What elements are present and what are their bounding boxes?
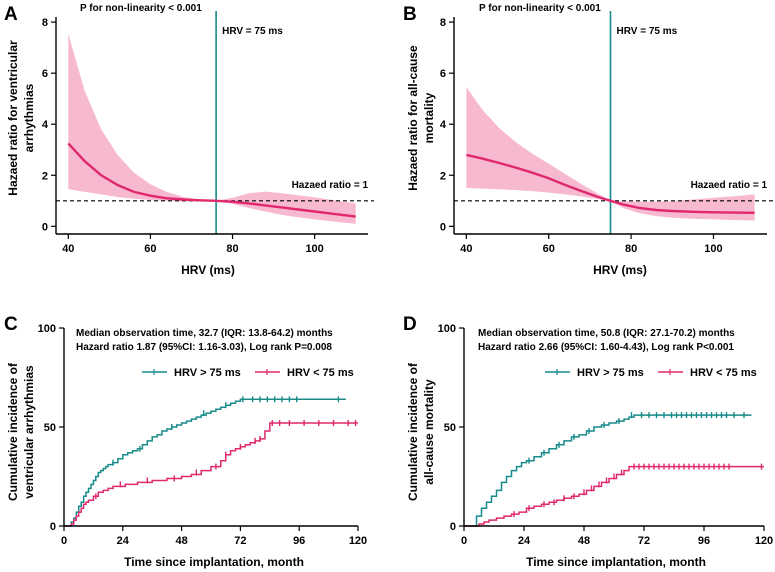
cumulative-incidence-plot-c: 0 50 100 0 24 48 72 96 120	[38, 323, 368, 547]
x-tick-label: 120	[755, 535, 773, 547]
y-tick-label: 0	[42, 221, 48, 233]
y-tick-label: 50	[44, 422, 56, 434]
x-tick-label: 40	[62, 243, 74, 255]
km-annotation-d-line2: Hazard ratio 2.66 (95%CI: 1.60-4.43), Lo…	[478, 342, 734, 353]
x-tick-label: 80	[625, 243, 637, 255]
y-tick-label: 4	[42, 119, 49, 131]
y-tick-label: 6	[42, 68, 48, 80]
x-tick-label: 0	[61, 535, 67, 547]
x-tick-label: 60	[543, 243, 555, 255]
x-tick-label: 72	[234, 535, 246, 547]
y-tick-label: 100	[438, 323, 456, 335]
hazard-ratio-plot-a: 0 2 4 6 8 40 60 80 100	[42, 11, 374, 255]
panel-d: D 0 50 100 0 24 48 72 96 120 Median observation …	[403, 314, 773, 569]
y-tick-label: 6	[440, 68, 446, 80]
km-curve-high-hrv	[64, 398, 346, 527]
km-annotation-d-line1: Median observation time, 50.8 (IQR: 27.1…	[478, 328, 735, 339]
panel-letter-d: D	[403, 314, 417, 335]
hazard-ratio-plot-b: 0 2 4 6 8 40 60 80 100	[440, 11, 773, 255]
x-tick-label: 24	[518, 535, 531, 547]
km-annotation-c-line2: Hazard ratio 1.87 (95%CI: 1.16-3.03), Lo…	[76, 342, 332, 353]
panel-letter-c: C	[4, 314, 18, 335]
y-tick-label: 8	[440, 17, 446, 29]
y-axis-title-b-line1: Hazaed ratio for all-cause	[406, 45, 420, 191]
x-axis-title-d: Time since implantation, month	[526, 555, 706, 569]
nonlinearity-annotation-b: P for non-linearity < 0.001	[479, 3, 601, 14]
hline-label-b: Hazaed ratio = 1	[691, 180, 768, 191]
y-axis-title-c-line1: Cumulative incidence of	[6, 362, 20, 501]
vline-label-b: HRV = 75 ms	[617, 26, 678, 37]
x-axis-title-b: HRV (ms)	[593, 263, 647, 277]
legend-label-low-d: HRV < 75 ms	[690, 367, 757, 379]
legend-label-low-c: HRV < 75 ms	[287, 367, 354, 379]
y-tick-label: 4	[440, 119, 447, 131]
km-curve-low-hrv	[464, 465, 764, 527]
cumulative-incidence-plot-d: 0 50 100 0 24 48 72 96 120	[438, 323, 774, 547]
x-tick-label: 72	[638, 535, 650, 547]
x-tick-label: 80	[226, 243, 238, 255]
km-curve-low-hrv	[64, 422, 358, 527]
hazard-ratio-curve	[67, 142, 356, 218]
y-axis-title-d-line1: Cumulative incidence of	[406, 362, 420, 501]
km-annotation-c-line1: Median observation time, 32.7 (IQR: 13.8…	[76, 328, 333, 339]
x-tick-label: 100	[305, 243, 323, 255]
y-tick-label: 0	[450, 521, 456, 533]
x-tick-label: 96	[293, 535, 305, 547]
x-tick-label: 40	[460, 243, 472, 255]
y-axis-title-c-line2: ventricular arrhythmias	[22, 365, 36, 499]
y-axis-title-b-line2: mortality	[422, 92, 436, 143]
confidence-band	[68, 33, 356, 224]
nonlinearity-annotation-a: P for non-linearity < 0.001	[80, 3, 202, 14]
panel-b: B 0 2 4 6 8 40 60 80 100 P for non-linearity < 0…	[403, 3, 773, 277]
x-tick-label: 100	[704, 243, 722, 255]
confidence-band	[466, 87, 755, 221]
x-tick-label: 48	[175, 535, 187, 547]
y-tick-label: 2	[42, 170, 48, 182]
x-axis-title-a: HRV (ms)	[181, 263, 235, 277]
hazard-ratio-curve	[466, 153, 755, 214]
y-tick-label: 50	[444, 422, 456, 434]
panel-letter-b: B	[403, 4, 417, 25]
y-axis-title-d-line2: all-cause mortality	[422, 379, 436, 485]
y-tick-label: 0	[50, 521, 56, 533]
y-tick-label: 2	[440, 170, 446, 182]
x-tick-label: 96	[698, 535, 710, 547]
x-tick-label: 24	[117, 535, 130, 547]
x-tick-label: 120	[349, 535, 367, 547]
x-tick-label: 60	[144, 243, 156, 255]
x-tick-label: 0	[461, 535, 467, 547]
y-axis-title-a-line1: Hazaed ratio for ventricular	[6, 40, 20, 196]
legend-label-high-c: HRV > 75 ms	[174, 367, 241, 379]
hline-label-a: Hazaed ratio = 1	[292, 180, 369, 191]
x-axis-title-c: Time since implantation, month	[124, 555, 304, 569]
legend-label-high-d: HRV > 75 ms	[577, 367, 644, 379]
km-curve-high-hrv	[464, 414, 752, 527]
legend-c: HRV > 75 ms HRV < 75 ms	[142, 367, 354, 379]
y-tick-label: 100	[38, 323, 56, 335]
y-tick-label: 0	[440, 221, 446, 233]
panel-c: C 0 50 100 0 24 48 72 96 120 Median observation …	[4, 314, 367, 569]
y-axis-title-a-line2: arrhythmias	[22, 83, 36, 152]
legend-d: HRV > 75 ms HRV < 75 ms	[545, 367, 757, 379]
panel-a: A 0 2 4 6 8 40 60 80 100 P for non-linearity < 0…	[4, 3, 374, 277]
vline-label-a: HRV = 75 ms	[222, 26, 283, 37]
x-tick-label: 48	[578, 535, 590, 547]
panel-letter-a: A	[4, 4, 18, 25]
y-tick-label: 8	[42, 17, 48, 29]
